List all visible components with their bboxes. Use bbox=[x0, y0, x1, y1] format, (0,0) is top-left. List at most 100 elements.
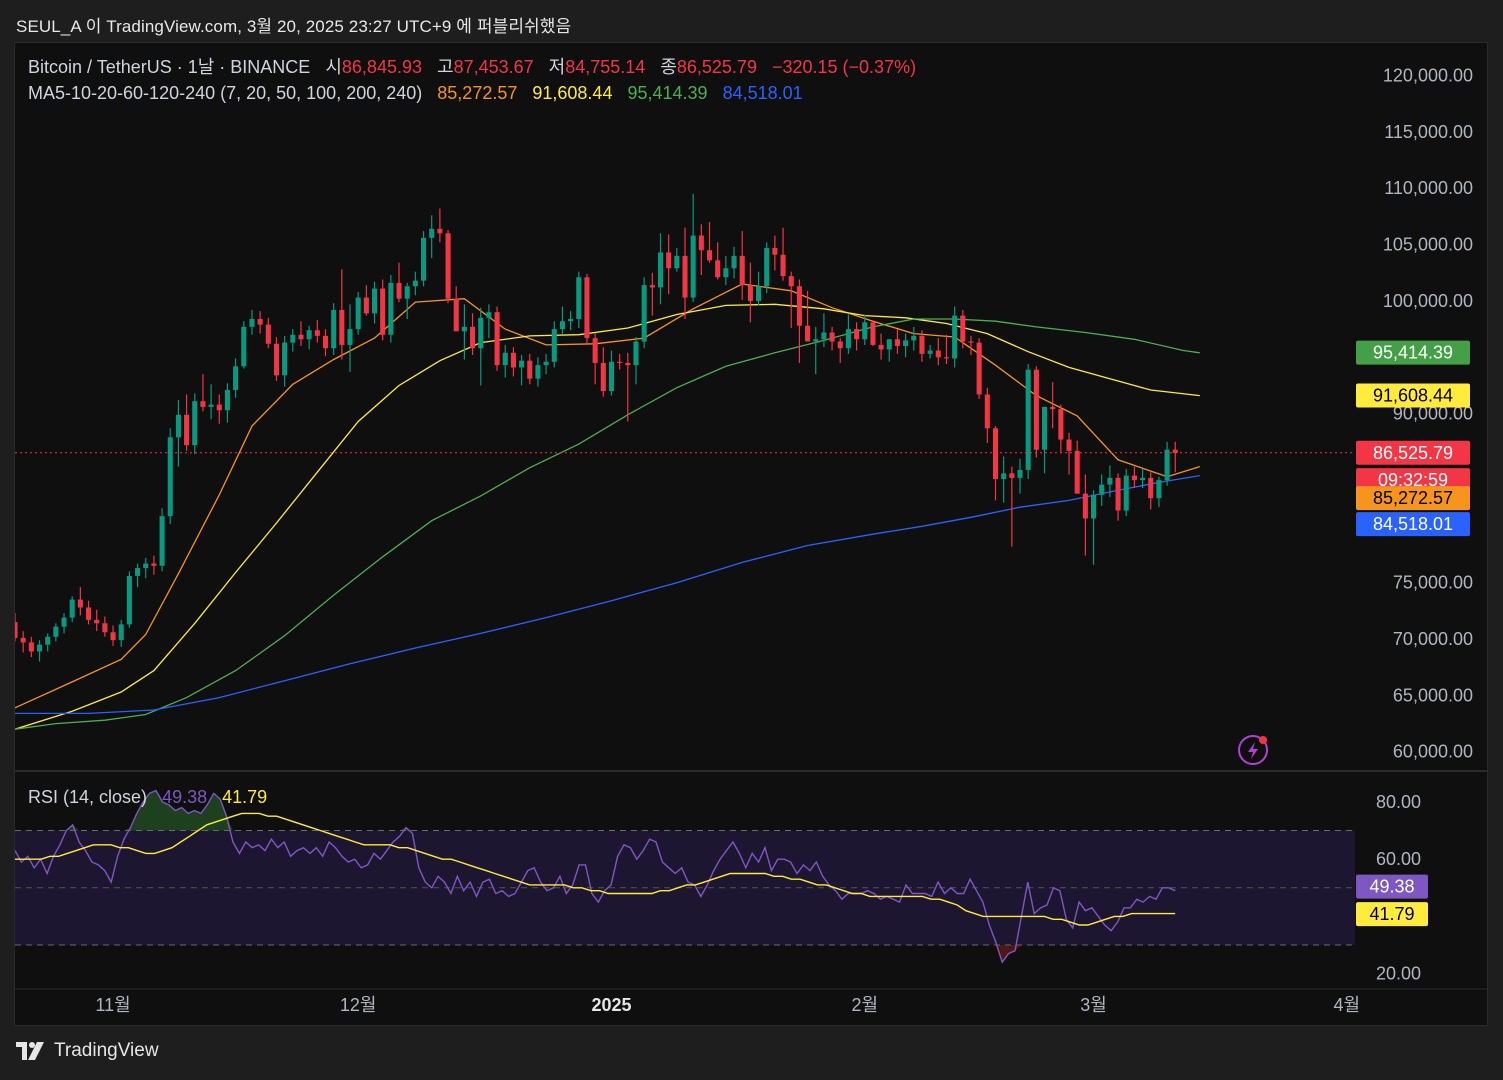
candle-body bbox=[723, 268, 729, 278]
candle bbox=[666, 234, 672, 295]
candle bbox=[543, 353, 549, 375]
candle-body bbox=[36, 644, 43, 652]
candle-body bbox=[429, 228, 435, 238]
candle bbox=[1041, 406, 1048, 474]
price-label-badge bbox=[1356, 468, 1470, 493]
ma-line-2 bbox=[14, 303, 1200, 730]
ma-legend-value-3: 95,414.39 bbox=[627, 83, 707, 103]
candle bbox=[592, 333, 598, 385]
candle-body bbox=[788, 276, 794, 287]
candle-body bbox=[388, 282, 394, 335]
candle-body bbox=[306, 330, 312, 340]
price-label-text: 85,272.57 bbox=[1373, 488, 1453, 508]
candle bbox=[118, 619, 124, 647]
candle bbox=[1172, 441, 1178, 473]
candle-body bbox=[837, 341, 843, 349]
price-label-badge bbox=[1356, 383, 1470, 408]
high-label: 고 bbox=[437, 57, 454, 77]
candle bbox=[576, 271, 582, 328]
candle bbox=[470, 313, 476, 356]
candle-body bbox=[1050, 406, 1056, 410]
candle bbox=[1017, 458, 1023, 494]
candle bbox=[519, 355, 525, 386]
candle bbox=[527, 353, 533, 385]
close-label: 종 bbox=[660, 57, 677, 77]
candle bbox=[363, 285, 369, 316]
price-pane[interactable]: Bitcoin / TetherUS · 1날 · BINANCE 시86,84… bbox=[12, 43, 1355, 770]
candle-body bbox=[453, 298, 459, 332]
candle bbox=[298, 321, 304, 347]
candle bbox=[584, 273, 590, 344]
candle bbox=[86, 600, 92, 625]
price-axis[interactable]: 120,000.00 115,000.00 110,000.00 105,000.00… bbox=[1355, 43, 1487, 770]
candle bbox=[175, 400, 181, 467]
candlestick-layer bbox=[12, 193, 1178, 662]
candle-body bbox=[1172, 449, 1178, 454]
time-tick-label: 2월 bbox=[851, 995, 878, 1015]
candle-body bbox=[510, 352, 516, 368]
candle-body bbox=[77, 599, 83, 608]
tradingview-logo[interactable]: TradingView bbox=[16, 1040, 159, 1062]
chart-frame[interactable]: Bitcoin / TetherUS · 1날 · BINANCE 시86,84… bbox=[12, 42, 1488, 1026]
candle bbox=[331, 303, 337, 356]
candle bbox=[845, 314, 851, 354]
candle bbox=[1025, 364, 1031, 479]
candle-body bbox=[976, 342, 982, 395]
candle-body bbox=[20, 637, 26, 643]
candle-body bbox=[1074, 450, 1080, 494]
candle bbox=[641, 277, 647, 349]
tradingview-logo-icon bbox=[16, 1042, 44, 1060]
candle-body bbox=[584, 277, 590, 339]
candle bbox=[829, 326, 835, 351]
time-tick-label: 12월 bbox=[340, 995, 377, 1015]
lightning-icon[interactable] bbox=[1238, 735, 1268, 765]
rsi-label-text: 41.79 bbox=[1369, 904, 1414, 924]
price-tick-label: 75,000.00 bbox=[1393, 573, 1473, 593]
candle-body bbox=[984, 394, 990, 429]
candle bbox=[143, 557, 149, 579]
price-label-badge bbox=[1356, 486, 1470, 511]
candle bbox=[110, 625, 116, 646]
time-axis[interactable]: 11월 12월 2025 2월 3월 4월 bbox=[95, 995, 1360, 1015]
open-label: 시 bbox=[325, 57, 342, 77]
candle-body bbox=[666, 252, 672, 269]
time-tick-label: 3월 bbox=[1080, 995, 1107, 1015]
candle-body bbox=[1099, 484, 1105, 495]
candle bbox=[184, 394, 190, 451]
candle-body bbox=[576, 277, 582, 319]
candle-body bbox=[992, 428, 999, 479]
candle-body bbox=[290, 334, 296, 343]
candle-body bbox=[600, 362, 606, 392]
candle bbox=[306, 325, 312, 350]
candle bbox=[837, 338, 843, 363]
candle-body bbox=[919, 335, 925, 354]
svg-text:Bitcoin / TetherUS · 1날 · BINA: Bitcoin / TetherUS · 1날 · BINANCE 시86,84… bbox=[28, 57, 916, 77]
rsi-axis[interactable]: 80.00 60.00 20.00 49.38 41.79 bbox=[1356, 792, 1428, 984]
candle bbox=[167, 428, 173, 525]
rsi-pane[interactable]: RSI (14, close) 49.38 41.79 bbox=[14, 787, 1355, 964]
candle bbox=[535, 357, 541, 387]
candle-body bbox=[870, 322, 876, 345]
candle-body bbox=[878, 344, 884, 350]
candle-body bbox=[641, 285, 647, 342]
candle bbox=[984, 387, 990, 443]
candle-body bbox=[543, 361, 549, 366]
price-label-text: 09:32:59 bbox=[1378, 470, 1448, 490]
candle bbox=[927, 344, 933, 359]
price-label-text: 84,518.01 bbox=[1373, 514, 1453, 534]
candle-body bbox=[903, 340, 909, 347]
candle-body bbox=[61, 617, 67, 627]
candle-body bbox=[739, 255, 745, 286]
candle bbox=[608, 350, 614, 396]
candle-body bbox=[86, 607, 92, 620]
candle-body bbox=[273, 343, 279, 376]
candle bbox=[388, 275, 394, 343]
candle bbox=[1066, 432, 1072, 475]
candle-body bbox=[1058, 409, 1064, 440]
candle-body bbox=[461, 326, 467, 332]
price-tick-label: 105,000.00 bbox=[1383, 235, 1473, 255]
chart-canvas[interactable]: Bitcoin / TetherUS · 1날 · BINANCE 시86,84… bbox=[12, 43, 1487, 1025]
candle bbox=[1140, 468, 1146, 489]
candle bbox=[494, 306, 500, 371]
rsi-label-text: 49.38 bbox=[1369, 877, 1414, 897]
